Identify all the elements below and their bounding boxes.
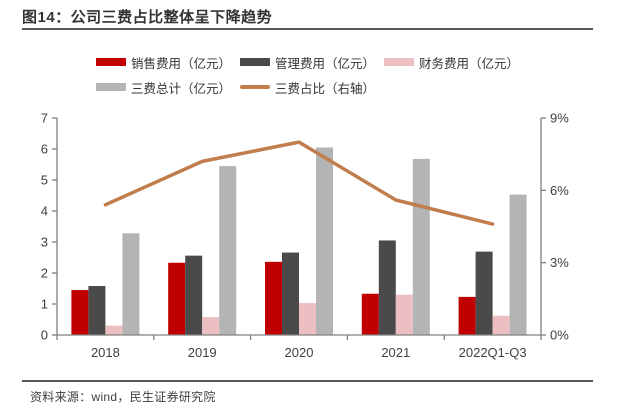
left-axis-tick-label: 4 xyxy=(41,204,48,219)
bar-管理费用（亿元）-2020 xyxy=(282,252,299,335)
figure-source: 资料来源：wind，民生证券研究院 xyxy=(30,390,216,404)
left-axis-tick-label: 6 xyxy=(41,142,48,157)
bar-管理费用（亿元）-2021 xyxy=(378,240,396,335)
left-axis-tick-label: 5 xyxy=(41,173,48,188)
total-series-swatch-icon xyxy=(96,83,126,91)
legend-label: 财务费用（亿元） xyxy=(419,56,520,71)
right-axis-tick-label: 3% xyxy=(550,255,569,270)
bar-三费总计（亿元）-2021 xyxy=(412,158,430,335)
header-divider xyxy=(22,28,593,30)
bar-管理费用（亿元）-2018 xyxy=(88,286,106,335)
x-axis-category-label: 2021 xyxy=(381,345,410,360)
x-axis-category-label: 2020 xyxy=(285,345,314,360)
figure-header: 图14：公司三费占比整体呈下降趋势 xyxy=(22,8,593,27)
legend-label: 销售费用（亿元） xyxy=(131,56,232,71)
right-axis-tick-label: 9% xyxy=(550,111,569,126)
bar-销售费用（亿元）-2018 xyxy=(71,290,89,335)
x-axis-category-label: 2018 xyxy=(91,345,120,360)
bar-三费总计（亿元）-2018 xyxy=(122,233,140,335)
sales-series-swatch-icon xyxy=(96,58,126,66)
legend-item-finance: 财务费用（亿元） xyxy=(384,54,520,71)
footer-divider xyxy=(22,380,593,382)
bar-财务费用（亿元）-2022Q1-Q3 xyxy=(492,315,510,335)
chart-legend: 销售费用（亿元） 管理费用（亿元） 财务费用（亿元） 三费总计（亿元） 三费占比… xyxy=(96,54,566,96)
left-axis-tick-label: 0 xyxy=(41,328,48,343)
legend-label: 三费总计（亿元） xyxy=(131,81,232,96)
bar-销售费用（亿元）-2021 xyxy=(361,293,379,335)
bar-财务费用（亿元）-2018 xyxy=(105,325,123,335)
bar-财务费用（亿元）-2021 xyxy=(395,294,413,335)
legend-item-ratio: 三费占比（右轴） xyxy=(240,79,376,96)
left-axis-tick-label: 7 xyxy=(41,111,48,126)
legend-label: 三费占比（右轴） xyxy=(275,81,376,96)
x-axis-category-label: 2022Q1-Q3 xyxy=(459,345,527,360)
legend-item-total: 三费总计（亿元） xyxy=(96,79,232,96)
bar-管理费用（亿元）-2019 xyxy=(185,255,203,335)
right-axis-tick-label: 0% xyxy=(550,328,569,343)
bar-销售费用（亿元）-2022Q1-Q3 xyxy=(458,296,476,335)
finance-series-swatch-icon xyxy=(384,58,415,66)
bar-财务费用（亿元）-2019 xyxy=(202,317,220,335)
left-axis-tick-label: 3 xyxy=(41,235,48,250)
legend-label: 管理费用（亿元） xyxy=(275,56,376,71)
bar-销售费用（亿元）-2020 xyxy=(265,261,282,335)
figure-title: 图14：公司三费占比整体呈下降趋势 xyxy=(22,9,273,26)
admin-series-swatch-icon xyxy=(240,58,271,66)
bar-三费总计（亿元）-2019 xyxy=(219,166,237,335)
bar-三费总计（亿元）-2020 xyxy=(316,147,333,335)
left-axis-tick-label: 1 xyxy=(41,297,48,312)
bar-销售费用（亿元）-2019 xyxy=(168,262,186,335)
right-axis-tick-label: 6% xyxy=(550,183,569,198)
x-axis-category-label: 2019 xyxy=(188,345,217,360)
bar-财务费用（亿元）-2020 xyxy=(299,303,316,335)
left-axis-tick-label: 2 xyxy=(41,266,48,281)
legend-item-admin: 管理费用（亿元） xyxy=(240,54,376,71)
bar-管理费用（亿元）-2022Q1-Q3 xyxy=(475,251,493,335)
ratio-line-swatch-icon xyxy=(240,85,271,89)
bar-三费总计（亿元）-2022Q1-Q3 xyxy=(509,194,527,335)
ratio-line-series xyxy=(103,140,495,226)
legend-item-sales: 销售费用（亿元） xyxy=(96,54,232,71)
